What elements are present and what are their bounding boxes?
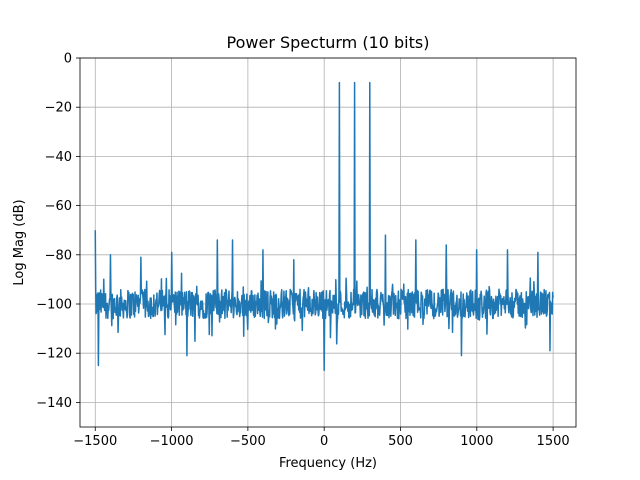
y-tick-label: −20 [45,101,72,116]
x-tick-label: 1500 [537,434,570,449]
x-tick-label: 1000 [460,434,493,449]
y-tick-label: 0 [64,52,72,67]
series-layer [94,81,554,372]
x-tick-label: −500 [230,434,266,449]
series-line [94,81,554,372]
y-tick-label: −40 [45,150,72,165]
chart-title: Power Specturm (10 bits) [227,33,430,52]
y-tick-label: −140 [36,396,72,411]
x-tick-label: 0 [320,434,328,449]
x-axis-label: Frequency (Hz) [279,456,377,471]
y-tick-label: −120 [36,347,72,362]
y-tick-label: −60 [45,199,72,214]
x-tick-label: 500 [388,434,413,449]
x-tick-label: −1500 [73,434,117,449]
y-axis: 0 −20 −40 −60 −80 −100 −120 −140 [36,52,80,411]
y-tick-label: −80 [45,248,72,263]
y-axis-label: Log Mag (dB) [12,199,27,285]
y-tick-label: −100 [36,298,72,313]
x-axis: −1500 −1000 −500 0 500 1000 1500 [73,427,570,449]
x-tick-label: −1000 [150,434,194,449]
plot-frame [79,57,577,428]
